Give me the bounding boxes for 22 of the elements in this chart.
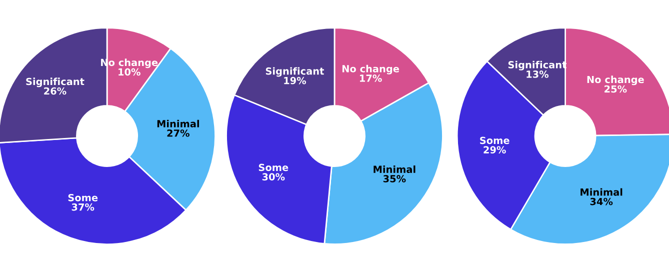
slice-label: Significant bbox=[26, 78, 84, 88]
data-label: 13% bbox=[526, 70, 549, 78]
slice-label: No change bbox=[587, 76, 644, 86]
slice-label: Significant bbox=[266, 67, 324, 77]
slice-label: No change bbox=[342, 64, 400, 74]
data-label: 19% bbox=[284, 76, 306, 84]
data-label: 10% bbox=[118, 68, 140, 76]
slice-label: Some bbox=[68, 194, 98, 202]
data-label: 37% bbox=[72, 203, 94, 211]
slice-label: Minimal bbox=[580, 188, 622, 196]
data-label: 27% bbox=[167, 129, 190, 137]
data-label: 25% bbox=[604, 85, 627, 93]
slice-label: Some bbox=[480, 136, 510, 144]
data-label: 26% bbox=[44, 87, 66, 95]
data-label: 17% bbox=[360, 74, 382, 82]
data-label: 30% bbox=[262, 173, 285, 181]
slice-label: Some bbox=[258, 164, 288, 172]
slice-label: Minimal bbox=[157, 120, 199, 128]
data-label: 35% bbox=[383, 175, 406, 182]
data-label: 29% bbox=[484, 146, 506, 154]
slice-label: Minimal bbox=[374, 165, 416, 173]
data-label: 34% bbox=[590, 198, 613, 206]
